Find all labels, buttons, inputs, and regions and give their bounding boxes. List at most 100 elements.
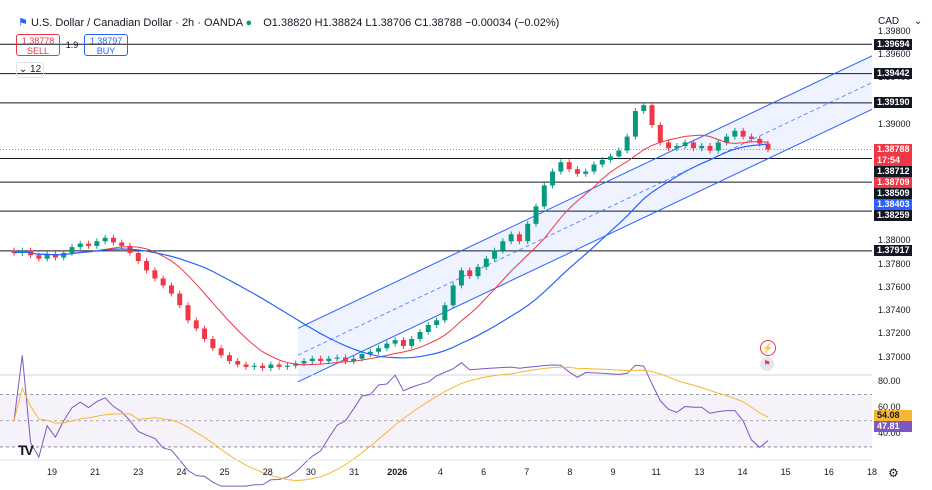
candle-body bbox=[135, 252, 141, 262]
candle-body bbox=[475, 266, 481, 277]
candle-body bbox=[152, 270, 158, 279]
candle-body bbox=[177, 293, 183, 306]
flag-icon[interactable]: ⚑ bbox=[760, 357, 774, 371]
time-tick-label: 13 bbox=[694, 467, 705, 477]
moving-average-fast[interactable] bbox=[13, 134, 769, 366]
candle-body bbox=[525, 223, 531, 242]
price-axis[interactable] bbox=[872, 0, 932, 490]
currency-selector[interactable]: CAD ⌄ bbox=[878, 16, 922, 27]
price-tick-label: 1.39800 bbox=[878, 25, 911, 36]
candle-body bbox=[425, 324, 431, 332]
candle-body bbox=[260, 365, 266, 369]
candle-body bbox=[541, 185, 547, 207]
candle-body bbox=[583, 171, 589, 174]
candle-body bbox=[144, 261, 150, 271]
buy-price: 1.38797 bbox=[89, 36, 123, 46]
candle-body bbox=[450, 285, 456, 306]
time-tick-label: 23 bbox=[133, 467, 144, 477]
candle-body bbox=[715, 142, 721, 151]
candle-body bbox=[36, 255, 42, 259]
ohlc-values: O1.38820 H1.38824 L1.38706 C1.38788 bbox=[263, 17, 463, 29]
price-label: 1.38709 bbox=[874, 177, 912, 189]
price-tick-label: 1.37200 bbox=[878, 328, 911, 339]
indicator-count: 12 bbox=[30, 64, 42, 75]
candle-body bbox=[533, 206, 539, 224]
candle-body bbox=[516, 234, 522, 242]
tradingview-logo-icon[interactable]: TV bbox=[18, 442, 34, 458]
rsi-ma-line[interactable] bbox=[13, 366, 769, 481]
candle-body bbox=[690, 142, 696, 149]
candle-body bbox=[707, 145, 713, 151]
price-label: 17:54 bbox=[874, 155, 912, 167]
price-tick-label: 1.38000 bbox=[878, 235, 911, 246]
moving-average-slow[interactable] bbox=[13, 143, 769, 359]
candle-body bbox=[574, 169, 580, 174]
rsi-tick-label: 40.00 bbox=[878, 427, 901, 438]
change-value: −0.00034 (−0.02%) bbox=[465, 17, 560, 29]
price-label: 1.38403 bbox=[874, 199, 912, 211]
candle-body bbox=[185, 305, 191, 321]
symbol-legend[interactable]: ⚑ U.S. Dollar / Canadian Dollar · 2h · O… bbox=[18, 16, 559, 29]
candle-body bbox=[193, 320, 199, 329]
price-label: 1.38259 bbox=[874, 210, 912, 222]
candle-body bbox=[77, 243, 83, 248]
candle-body bbox=[500, 241, 506, 251]
candle-body bbox=[384, 343, 390, 349]
time-tick-label: 14 bbox=[737, 467, 748, 477]
candle-body bbox=[326, 358, 332, 362]
price-label: 1.38509 bbox=[874, 188, 912, 200]
candle-body bbox=[160, 278, 166, 286]
candle-body bbox=[309, 358, 315, 362]
candle-body bbox=[732, 130, 738, 137]
candle-body bbox=[342, 357, 348, 362]
price-chart[interactable] bbox=[0, 0, 872, 490]
rsi-line[interactable] bbox=[13, 355, 769, 487]
bolt-icon[interactable]: ⚡ bbox=[760, 340, 776, 356]
candle-body bbox=[492, 250, 498, 259]
rsi-tick-label: 80.00 bbox=[878, 375, 901, 386]
candle-body bbox=[458, 270, 464, 286]
price-label: 1.38788 bbox=[874, 144, 912, 156]
candle-body bbox=[351, 358, 357, 362]
price-tick-label: 1.37400 bbox=[878, 305, 911, 316]
candle-body bbox=[61, 252, 67, 258]
time-tick-label: 18 bbox=[866, 467, 878, 477]
candle-body bbox=[102, 237, 108, 242]
candle-body bbox=[284, 365, 290, 367]
spread-value: 1.9 bbox=[65, 40, 79, 50]
time-tick-label: 25 bbox=[219, 467, 230, 477]
candles[interactable] bbox=[11, 102, 771, 371]
time-tick-label: 24 bbox=[176, 467, 187, 477]
candle-body bbox=[724, 136, 730, 143]
candle-body bbox=[235, 361, 241, 365]
candle-body bbox=[657, 124, 663, 143]
sell-button[interactable]: 1.38778 SELL bbox=[16, 34, 60, 56]
time-tick-label: 21 bbox=[90, 467, 101, 477]
candle-body bbox=[417, 331, 423, 339]
candle-body bbox=[765, 143, 771, 150]
candle-body bbox=[558, 162, 564, 172]
trend-channel-mid-line[interactable] bbox=[297, 82, 872, 356]
symbol-title: U.S. Dollar / Canadian Dollar · 2h · OAN… bbox=[30, 17, 243, 29]
trend-channel-upper-line[interactable] bbox=[297, 55, 872, 329]
currency-label: CAD bbox=[878, 16, 900, 27]
candle-body bbox=[409, 338, 415, 346]
trend-channel-lower-line[interactable] bbox=[297, 108, 872, 383]
candle-body bbox=[699, 145, 705, 149]
candle-body bbox=[218, 348, 224, 356]
price-tick-label: 1.37000 bbox=[878, 351, 911, 362]
price-tick-label: 1.39600 bbox=[878, 49, 911, 60]
time-tick-label: 9 bbox=[610, 467, 616, 477]
candle-body bbox=[649, 105, 655, 125]
candle-body bbox=[11, 250, 17, 253]
indicator-collapse-toggle[interactable]: ⌄ 12 bbox=[16, 62, 44, 78]
buy-label: BUY bbox=[96, 46, 116, 56]
candle-body bbox=[682, 142, 688, 146]
time-tick-label: 16 bbox=[823, 467, 834, 477]
candle-body bbox=[301, 361, 307, 364]
settings-gear-icon[interactable]: ⚙ bbox=[888, 466, 899, 480]
rsi-value-label: 47.81 bbox=[874, 420, 912, 432]
candle-body bbox=[434, 320, 440, 325]
buy-button[interactable]: 1.38797 BUY bbox=[84, 34, 128, 56]
flag-icon: ⚑ bbox=[18, 17, 28, 29]
